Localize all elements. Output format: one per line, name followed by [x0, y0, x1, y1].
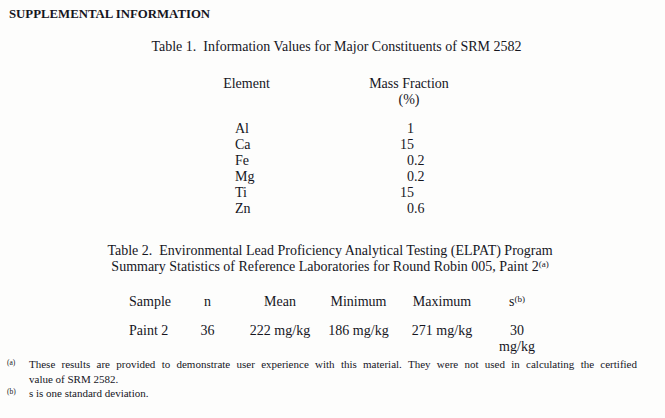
table2-s-cell: 30 mg/kg [492, 323, 542, 355]
table1-element-cell: Al [235, 121, 295, 137]
footnote-marker: (a) [7, 358, 15, 368]
table2-column-header-s: s(b) [492, 294, 542, 310]
table1-element-cell: Ti [235, 185, 295, 201]
footnote-text: These results are provided to demonstrat… [29, 357, 637, 372]
table2-mean-cell: 222 mg/kg [235, 323, 325, 355]
table1-value-cell: 15 [295, 137, 414, 153]
table2-caption-line2-text: Summary Statistics of Reference Laborato… [111, 259, 538, 274]
footnotes: (a) These results are provided to demons… [0, 357, 637, 401]
table2-caption-line2: Summary Statistics of Reference Laborato… [0, 259, 660, 275]
table2-sample-cell: Paint 2 [129, 323, 180, 355]
table1-value-cell: 0.2 [295, 153, 425, 169]
table1-element-cell: Mg [235, 169, 295, 185]
footnote: (b) s is one standard deviation. [0, 386, 637, 401]
table-row: Fe 0.2 [0, 153, 425, 169]
table-row: Al 1 [0, 121, 425, 137]
table2-column-header-n: n [180, 294, 235, 310]
table1-value-cell: 0.6 [295, 201, 425, 217]
table2-column-header-sample: Sample [129, 294, 180, 310]
footnote: (a) These results are provided to demons… [0, 357, 637, 386]
table1-column-header-mass-fraction: Mass Fraction (%) [344, 76, 474, 107]
table1-element-cell: Fe [235, 153, 295, 169]
table1-column-header-element: Element [209, 76, 284, 92]
table1-caption: Table 1. Information Values for Major Co… [4, 39, 665, 55]
table1-value-cell: 15 [295, 185, 414, 201]
table1-body: Al 1 Ca 15 Fe 0.2 Mg 0.2 Ti 15 Zn 0.6 [0, 121, 425, 217]
table2-header-row: Sample n Mean Minimum Maximum s(b) [129, 294, 542, 310]
table1-value-cell: 0.2 [295, 169, 425, 185]
table1-value-cell: 1 [295, 121, 414, 137]
document-page: SUPPLEMENTAL INFORMATION Table 1. Inform… [0, 0, 665, 418]
table2-maximum-cell: 271 mg/kg [392, 323, 492, 355]
table1-column-header-mass-fraction-label: Mass Fraction [344, 76, 474, 92]
table-row: Mg 0.2 [0, 169, 425, 185]
table-row: Zn 0.6 [0, 201, 425, 217]
table2-caption: Table 2. Environmental Lead Proficiency … [0, 243, 660, 275]
table2: Sample n Mean Minimum Maximum s(b) Paint… [129, 294, 542, 355]
table2-n-cell: 36 [180, 323, 235, 355]
table2-column-header-minimum: Minimum [325, 294, 392, 310]
table2-column-header-mean: Mean [235, 294, 325, 310]
footnote-text: s is one standard deviation. [29, 386, 637, 401]
table1-element-cell: Ca [235, 137, 295, 153]
table2-minimum-cell: 186 mg/kg [325, 323, 392, 355]
table-row: Ti 15 [0, 185, 425, 201]
footnote-text: value of SRM 2582. [29, 372, 637, 387]
table2-caption-line1: Table 2. Environmental Lead Proficiency … [0, 243, 660, 259]
section-heading: SUPPLEMENTAL INFORMATION [9, 7, 210, 22]
table-row: Ca 15 [0, 137, 425, 153]
table1-column-header-mass-fraction-unit: (%) [344, 92, 474, 108]
footnote-marker: (b) [7, 387, 16, 397]
table2-column-header-maximum: Maximum [392, 294, 492, 310]
table1-element-cell: Zn [235, 201, 295, 217]
table-row: Paint 2 36 222 mg/kg 186 mg/kg 271 mg/kg… [129, 323, 542, 355]
